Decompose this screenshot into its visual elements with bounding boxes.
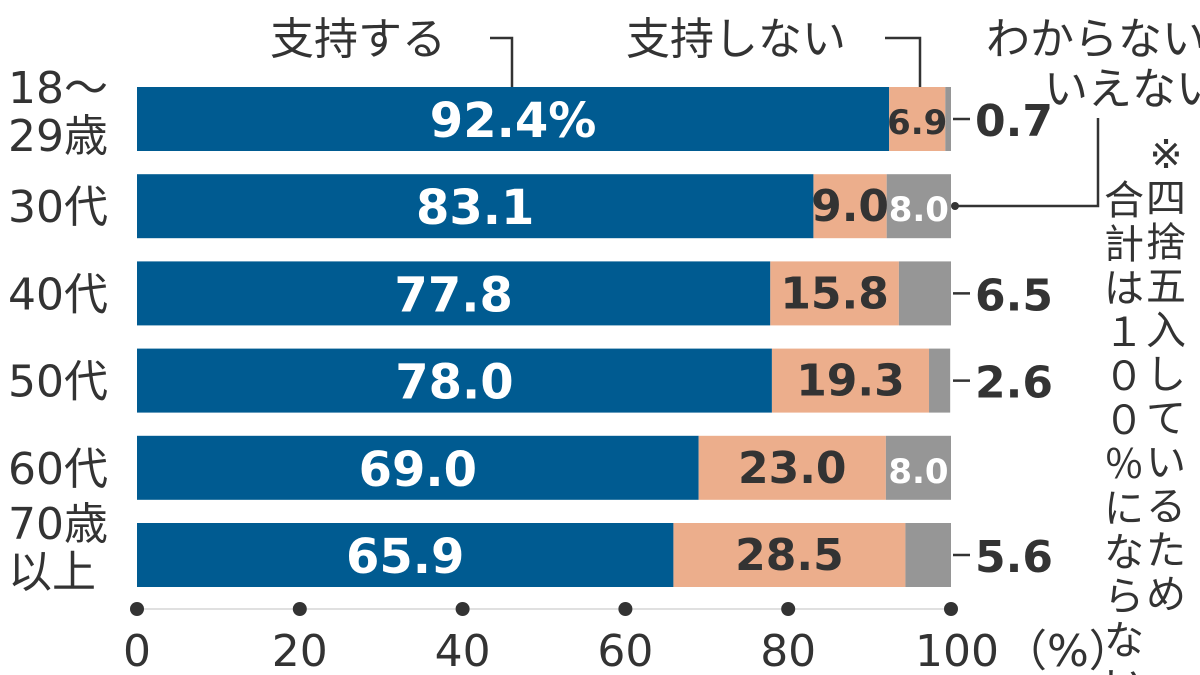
data-label-oppose: 19.3: [796, 356, 905, 407]
x-axis-tick-dot: [618, 602, 633, 616]
legend-support-leader: [490, 36, 514, 88]
category-label: 40代: [8, 269, 108, 320]
data-label-support: 69.0: [359, 442, 477, 498]
data-label-unsure: 6.5: [975, 270, 1053, 321]
footnote-char: ら: [1104, 574, 1144, 620]
data-label-unsure: 2.6: [975, 358, 1053, 409]
footnote-char: 入: [1146, 308, 1186, 354]
data-label-unsure: 8.0: [889, 190, 949, 230]
bar-segment: [137, 261, 771, 326]
data-label-oppose: 6.9: [887, 103, 947, 143]
category-label-line1: 70歳: [8, 499, 108, 550]
bar-segment: [137, 174, 814, 239]
category-label: 30代: [8, 182, 108, 233]
bar-segment: [885, 435, 951, 500]
category-label: 60代: [8, 444, 108, 495]
category-label-line1: 18〜: [8, 63, 108, 114]
bar-segment: [905, 523, 951, 587]
data-label-support: 92.4%: [430, 93, 597, 149]
leader-lines: [490, 36, 1100, 557]
legend-unsure-line2: いえない: [1044, 64, 1200, 115]
footnote-char: て: [1146, 396, 1186, 442]
footnote-char: １: [1104, 310, 1144, 356]
footnote-char: い: [1104, 662, 1144, 675]
bar-segment: [137, 523, 674, 587]
data-label-support: 83.1: [416, 180, 534, 236]
footnote-char: な: [1104, 618, 1144, 664]
bar-segment: [698, 435, 886, 500]
x-axis-tick-label: 60: [597, 626, 653, 675]
bar-segment: [137, 435, 699, 500]
footnote-char: な: [1104, 530, 1144, 576]
x-axis-tick-dot: [944, 602, 958, 616]
data-label-oppose: 28.5: [735, 530, 844, 581]
x-axis-tick-dot: [455, 602, 470, 616]
footnote-char: 四: [1146, 176, 1186, 222]
legend-oppose: 支持しない: [626, 14, 846, 65]
category-label-line2: 以上: [8, 547, 96, 598]
bar-segment: [945, 87, 951, 151]
bar-segment: [137, 348, 772, 413]
bar-segment: [771, 348, 930, 413]
legend: 支持する 支持しない わからない いえない: [270, 14, 1200, 115]
data-labels: 92.4% 6.9 0.783.1 9.0 8.077.8 15.8 6.578.0 19.3…: [346, 93, 1053, 585]
bars: [137, 87, 951, 587]
category-label: 50代: [8, 357, 108, 408]
category-label-line2: 29歳: [8, 111, 108, 162]
footnote-char: 捨: [1146, 220, 1186, 266]
bar-segment: [770, 261, 899, 326]
footnote-char: は: [1104, 266, 1144, 312]
legend-oppose-leader: [885, 36, 922, 88]
footnote-char: 計: [1104, 222, 1144, 268]
footnote-char: め: [1146, 572, 1186, 618]
footnote-char: 五: [1146, 264, 1186, 310]
bar-segment: [898, 261, 951, 326]
footnote-char: ※: [1149, 132, 1183, 178]
data-label-support: 65.9: [346, 529, 464, 585]
footnote-char: る: [1146, 484, 1186, 530]
x-axis-tick-dot: [781, 602, 796, 616]
bar-segment: [673, 523, 906, 587]
data-label-oppose: 9.0: [811, 181, 889, 232]
legend-support: 支持する: [270, 14, 446, 65]
footnote-char: ０: [1104, 354, 1144, 400]
x-axis-tick-label: 40: [435, 626, 491, 675]
x-axis-tick-label: 80: [760, 626, 816, 675]
data-label-support: 77.8: [394, 267, 512, 323]
bar-segment: [137, 87, 890, 151]
x-axis: 0 20 40 60 80 100 （%）: [123, 602, 1133, 675]
footnote-char: い: [1146, 440, 1186, 486]
legend-unsure-line1: わからない: [986, 14, 1200, 65]
bar-segment: [889, 87, 946, 151]
bar-segment: [929, 348, 951, 413]
data-label-oppose: 23.0: [738, 443, 847, 494]
data-label-support: 78.0: [395, 355, 513, 411]
x-axis-tick-dot: [292, 602, 307, 616]
x-axis-tick-label: 100: [915, 626, 999, 675]
footnote-char: ０: [1104, 398, 1144, 444]
footnote-char: た: [1146, 528, 1186, 574]
x-axis-tick-label: 0: [123, 626, 151, 675]
footnote-char: ％: [1104, 442, 1144, 488]
x-axis-unit: （%）: [1003, 626, 1133, 675]
footnote-char: に: [1104, 486, 1144, 532]
x-axis-tick-dot: [130, 602, 144, 616]
legend-unsure-leader: [955, 118, 1100, 208]
data-label-unsure: 8.0: [888, 452, 948, 492]
bar-segment: [813, 174, 887, 239]
data-label-oppose: 15.8: [780, 268, 889, 319]
data-label-unsure: 0.7: [975, 96, 1053, 147]
bar-segment: [886, 174, 951, 239]
x-axis-tick-label: 20: [272, 626, 328, 675]
footnote-char: 合: [1104, 178, 1144, 224]
data-label-unsure: 5.6: [975, 532, 1053, 583]
footnote-char: し: [1146, 352, 1186, 398]
legend-unsure-leader-dot: [951, 202, 959, 210]
